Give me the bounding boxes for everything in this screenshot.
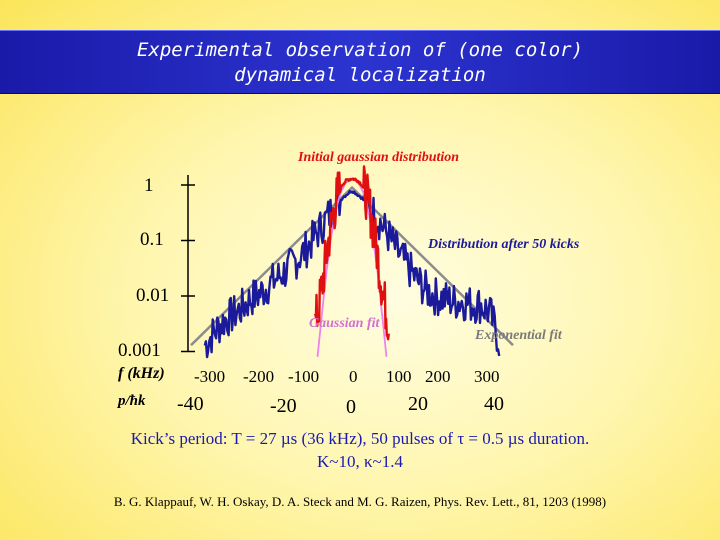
y-tick-label-0.1: 0.1 xyxy=(140,229,164,250)
x-axis-p-label: p/ħk xyxy=(118,393,146,409)
slide-title: Experimental observation of (one color) … xyxy=(0,30,720,94)
caption-line1: Kick’s period: T = 27 µs (36 kHz), 50 pu… xyxy=(130,429,590,448)
annotation-initial: Initial gaussian distribution xyxy=(298,150,460,165)
x-tick-f-minus300: -300 xyxy=(194,367,226,386)
y-tick-label-1: 1 xyxy=(144,175,154,196)
y-tick-label-0.01: 0.01 xyxy=(136,285,170,306)
x-tick-f-0: 0 xyxy=(349,367,358,386)
x-tick-p-0: 0 xyxy=(346,396,356,418)
caption-line2: K~10, κ~1.4 xyxy=(317,452,403,471)
x-tick-p-minus20: -20 xyxy=(270,395,297,417)
y-axis-ticks xyxy=(181,184,195,353)
x-tick-f-100: 100 xyxy=(386,367,412,386)
slide-title-line1: Experimental observation of (one color) xyxy=(136,39,584,61)
x-tick-f-minus100: -100 xyxy=(288,367,320,386)
x-tick-f-200: 200 xyxy=(425,367,451,386)
x-axis-f-label: f (kHz) xyxy=(118,365,165,382)
annotation-exponential-fit: Exponential fit xyxy=(475,328,562,343)
x-tick-f-minus200: -200 xyxy=(243,367,275,386)
x-tick-p-minus40: -40 xyxy=(177,393,204,415)
series-initial xyxy=(314,165,390,341)
slide-title-line2: dynamical localization xyxy=(234,64,486,86)
y-tick-label-0.001: 0.001 xyxy=(118,340,161,361)
annotation-after: Distribution after 50 kicks xyxy=(428,237,580,252)
annotation-gaussian-fit: Gaussian fit xyxy=(309,316,380,331)
plot-curves xyxy=(190,165,514,359)
series-exponential-fit xyxy=(190,186,514,347)
x-tick-f-300: 300 xyxy=(474,367,500,386)
x-tick-p-40: 40 xyxy=(484,393,504,415)
reference: B. G. Klappauf, W. H. Oskay, D. A. Steck… xyxy=(113,494,607,509)
series-after xyxy=(203,185,501,359)
x-tick-p-20: 20 xyxy=(408,393,428,415)
